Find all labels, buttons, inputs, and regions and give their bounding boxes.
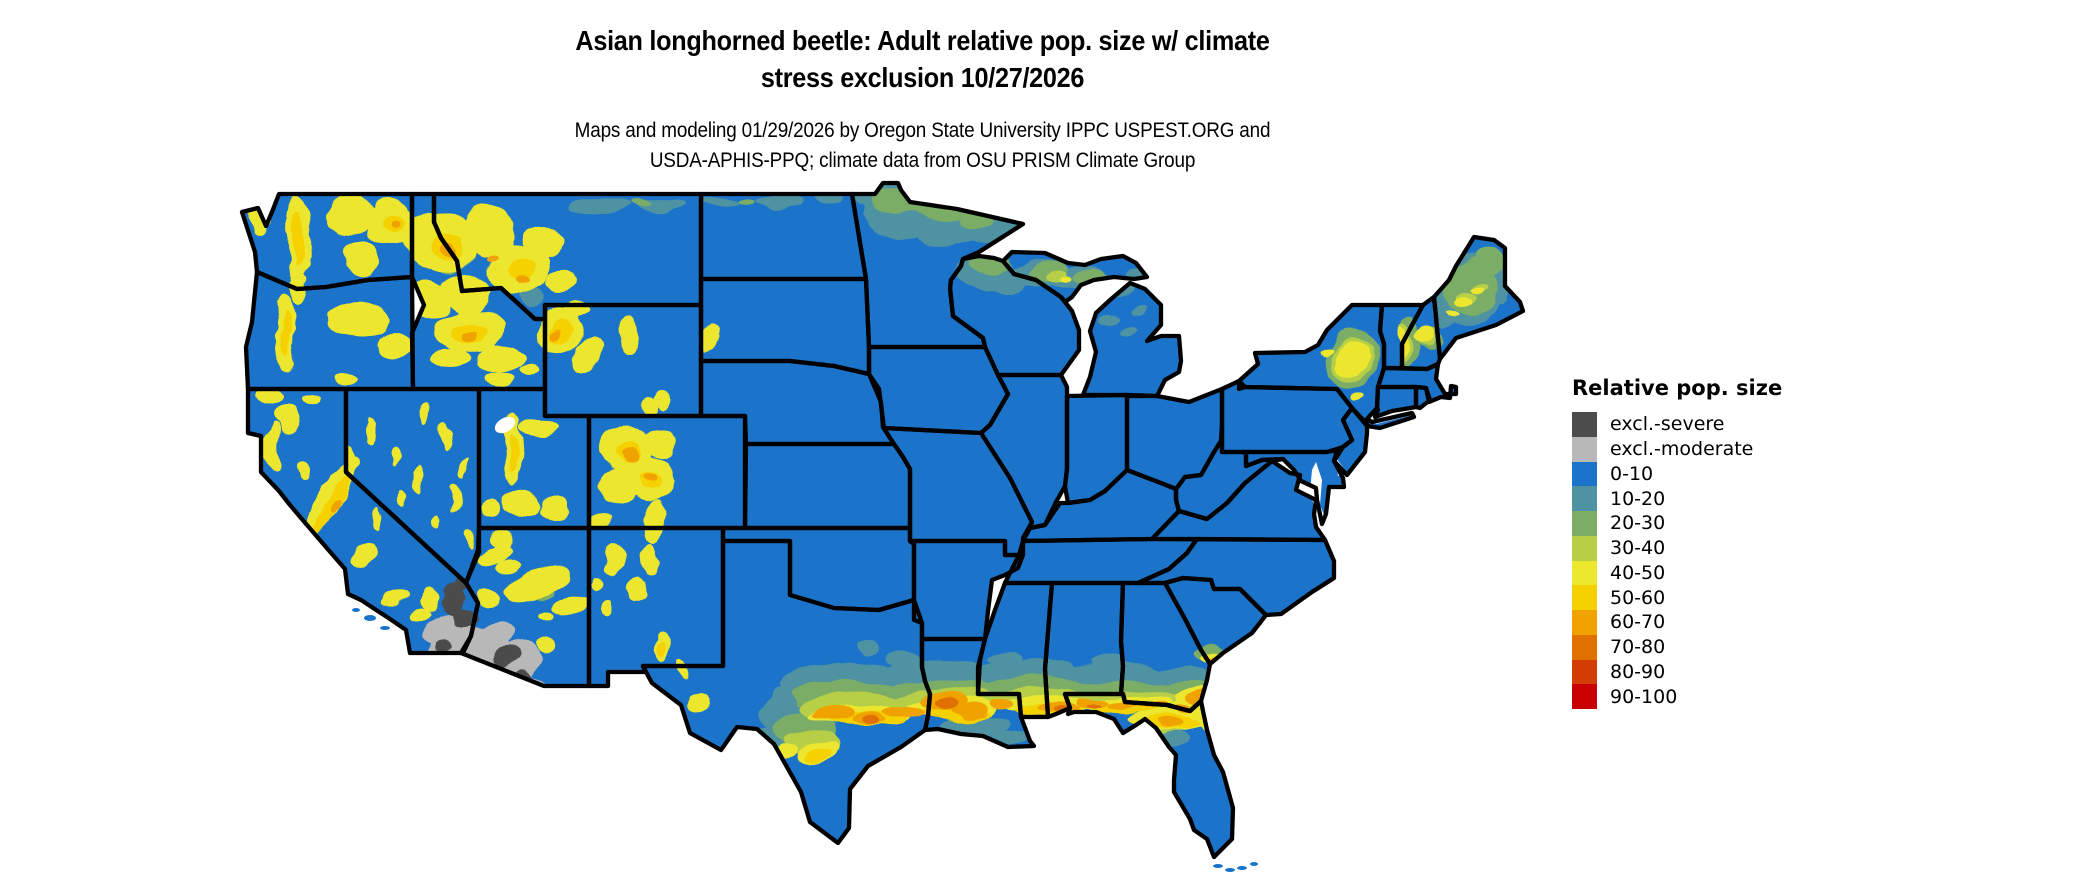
offshore-islands — [352, 608, 1258, 872]
legend: Relative pop. size excl.-severe excl.-mod… — [1572, 376, 1782, 709]
legend-row: 50-60 — [1572, 585, 1782, 610]
title-line-1: Asian longhorned beetle: Adult relative … — [575, 25, 1270, 56]
legend-label: 80-90 — [1610, 660, 1666, 683]
legend-swatch — [1572, 560, 1597, 586]
legend-row: 0-10 — [1572, 461, 1782, 487]
legend-label: 90-100 — [1610, 685, 1678, 708]
page-title: Asian longhorned beetle: Adult relative … — [304, 22, 1542, 96]
legend-label: excl.-moderate — [1610, 438, 1754, 461]
legend-label: 10-20 — [1610, 487, 1666, 510]
legend-label: 70-80 — [1610, 636, 1666, 659]
legend-swatch — [1572, 511, 1597, 536]
legend-row: 20-30 — [1572, 511, 1782, 536]
legend-swatch — [1572, 585, 1597, 610]
legend-rows: excl.-severe excl.-moderate 0-10 10-20 20-30… — [1572, 412, 1782, 709]
title-block: Asian longhorned beetle: Adult relative … — [235, 22, 1610, 176]
legend-swatch — [1572, 461, 1597, 487]
legend-row: 30-40 — [1572, 535, 1782, 561]
subtitle-line-1: Maps and modeling 01/29/2026 by Oregon S… — [574, 119, 1271, 142]
legend-swatch — [1572, 535, 1597, 561]
legend-swatch — [1572, 634, 1597, 660]
legend-label: 20-30 — [1610, 512, 1666, 535]
title-line-2: stress exclusion 10/27/2026 — [760, 62, 1085, 93]
legend-label: 50-60 — [1610, 586, 1666, 609]
legend-row: 80-90 — [1572, 659, 1782, 685]
legend-swatch — [1572, 610, 1597, 635]
legend-swatch — [1572, 486, 1597, 511]
legend-label: 30-40 — [1610, 537, 1666, 560]
legend-swatch — [1572, 436, 1597, 462]
legend-label: 0-10 — [1610, 462, 1654, 485]
legend-label: excl.-severe — [1610, 413, 1725, 436]
legend-title: Relative pop. size — [1572, 376, 1783, 400]
legend-row: 40-50 — [1572, 560, 1782, 586]
legend-row: excl.-severe — [1572, 412, 1782, 437]
page-subtitle: Maps and modeling 01/29/2026 by Oregon S… — [304, 116, 1542, 176]
legend-row: 70-80 — [1572, 634, 1782, 660]
legend-swatch — [1572, 659, 1597, 685]
legend-label: 40-50 — [1610, 561, 1666, 584]
legend-row: 10-20 — [1572, 486, 1782, 511]
legend-row: excl.-moderate — [1572, 436, 1782, 462]
legend-row: 60-70 — [1572, 610, 1782, 635]
legend-row: 90-100 — [1572, 684, 1782, 709]
subtitle-line-2: USDA-APHIS-PPQ; climate data from OSU PR… — [649, 149, 1196, 172]
legend-label: 60-70 — [1610, 611, 1666, 634]
raster-layer-y — [247, 190, 1484, 765]
legend-swatch — [1572, 684, 1597, 709]
legend-swatch — [1572, 412, 1597, 437]
